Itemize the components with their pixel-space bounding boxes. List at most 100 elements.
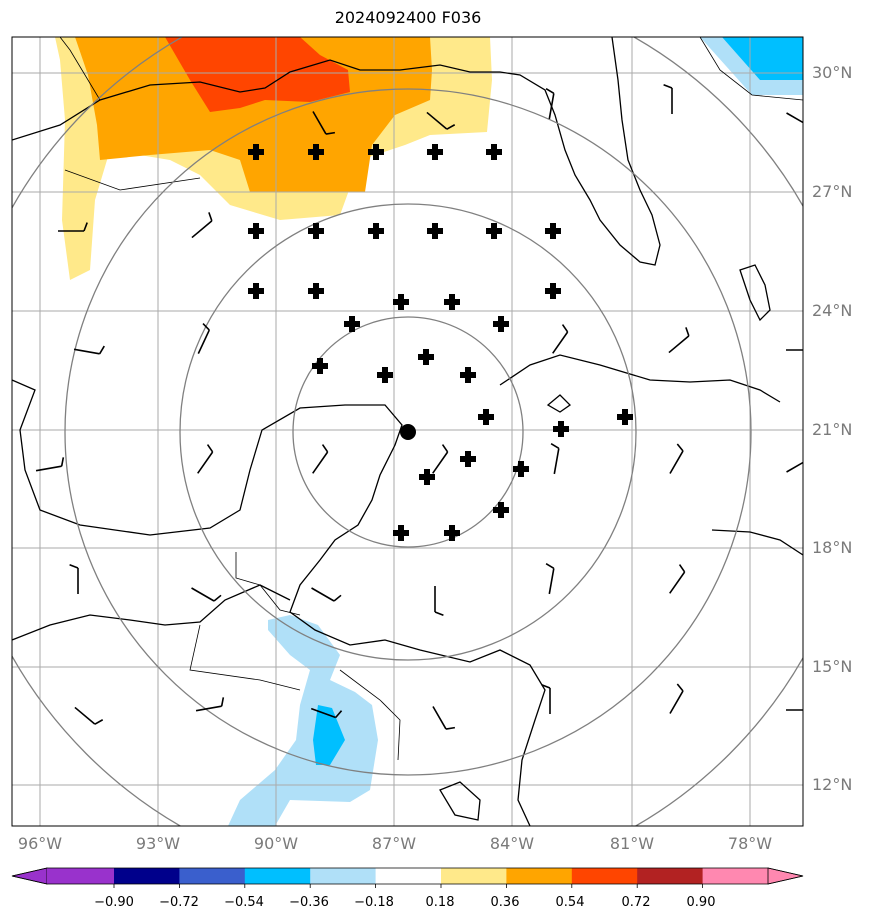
cross-marker — [617, 409, 633, 425]
cross-marker — [486, 144, 502, 160]
cross-marker — [308, 223, 324, 239]
wind-barb-shaft — [786, 461, 803, 473]
wind-barb-feather — [69, 564, 79, 569]
colorbar-tick: 0.18 — [425, 895, 455, 910]
cross-marker — [248, 144, 264, 160]
wind-barb-feather — [94, 719, 104, 725]
colorbar-extend-high — [767, 867, 804, 885]
shading-negative-medium — [313, 37, 803, 765]
wind-barb-feather — [335, 710, 343, 719]
wind-barb-feather — [561, 324, 569, 333]
colorbar-tick: −0.54 — [224, 895, 264, 910]
cross-marker — [486, 223, 502, 239]
wind-barb-shaft — [195, 705, 222, 712]
cross-marker — [248, 283, 264, 299]
wind-barb-feather — [678, 564, 686, 573]
lon-label-93w: 93°W — [135, 834, 181, 853]
lat-label-21n: 21°N — [812, 420, 853, 439]
wind-barb-feather — [685, 327, 690, 337]
colorbar-tick: 0.72 — [621, 895, 651, 910]
colorbar-extend-low — [11, 867, 48, 885]
wind-barb-feather — [808, 450, 809, 459]
lat-label-12n: 12°N — [812, 775, 853, 794]
wind-barb-feather — [60, 457, 65, 467]
cross-marker — [368, 144, 384, 160]
wind-barb-feather — [445, 726, 456, 730]
country-borders — [59, 37, 803, 761]
wind-barb-shaft — [669, 690, 684, 714]
wind-barb-feather — [809, 120, 816, 126]
colorbar-tick: −0.72 — [159, 895, 199, 910]
cross-marker — [545, 283, 561, 299]
cross-marker — [308, 283, 324, 299]
wind-barb-feather — [213, 594, 222, 602]
colorbar-segment — [571, 868, 638, 884]
colorbar-tick: 0.90 — [686, 895, 716, 910]
wind-barb-shaft — [311, 587, 335, 602]
cross-marker — [344, 316, 360, 332]
cross-marker — [427, 223, 443, 239]
wind-barb-feather — [441, 444, 449, 453]
range-rings — [12, 37, 803, 826]
colorbar-segment — [179, 868, 246, 884]
colorbar-segment — [441, 868, 507, 884]
colorbar-tick: −0.90 — [94, 895, 134, 910]
wind-barb-shaft — [197, 451, 214, 474]
graticule — [12, 37, 803, 826]
cross-marker — [393, 294, 409, 310]
cross-marker — [460, 451, 476, 467]
wind-barb-shaft — [426, 111, 448, 130]
lat-label-27n: 27°N — [812, 182, 853, 201]
wind-barb-feather — [321, 444, 329, 453]
colorbar — [11, 867, 804, 888]
wind-barb-feather — [333, 594, 342, 602]
wind-barb-feather — [812, 702, 815, 710]
wind-barb-shaft — [310, 707, 336, 719]
cross-marker — [419, 469, 435, 485]
cross-marker — [312, 358, 328, 374]
wind-barb-shaft — [312, 451, 329, 474]
lon-label-87w: 87°W — [371, 834, 417, 853]
wind-barb-shaft — [73, 348, 100, 355]
colorbar-segment — [310, 868, 377, 884]
shading-positive-strong — [165, 37, 350, 112]
colorbar-segment — [114, 868, 180, 884]
cross-marker — [308, 144, 324, 160]
wind-barb-feather — [325, 131, 336, 135]
wind-barb-shaft — [191, 587, 215, 602]
wind-barb-feather — [202, 323, 210, 331]
map-title: 2024092400 F036 — [334, 8, 482, 27]
storm-center-marker — [400, 424, 416, 440]
wind-barb-shaft — [548, 93, 555, 120]
cross-marker — [248, 223, 264, 239]
wind-barb-feather — [206, 444, 214, 453]
wind-barb-shaft — [668, 335, 690, 354]
cross-marker — [418, 349, 434, 365]
colorbar-tick: −0.18 — [354, 895, 394, 910]
lon-label-96w: 96°W — [17, 834, 63, 853]
wind-barb-shaft — [197, 329, 211, 354]
wind-barb-shaft — [432, 451, 449, 474]
wind-barb-shaft — [552, 331, 569, 354]
lat-label-15n: 15°N — [812, 657, 853, 676]
lat-label-18n: 18°N — [812, 538, 853, 557]
wind-barb-feather — [208, 212, 213, 222]
wind-barb-feather — [812, 342, 815, 350]
colorbar-tick: 0.54 — [555, 895, 585, 910]
wind-barb-shaft — [786, 112, 803, 124]
coastlines — [12, 37, 803, 826]
lon-label-90w: 90°W — [253, 834, 299, 853]
wind-barb-feather — [663, 84, 673, 89]
lat-label-24n: 24°N — [812, 301, 853, 320]
cross-marker — [545, 223, 561, 239]
wind-barb-feather — [676, 443, 684, 452]
colorbar-segment — [375, 868, 442, 884]
cross-marker — [493, 502, 509, 518]
cross-marker — [493, 316, 509, 332]
colorbar-segment — [47, 868, 114, 884]
lon-label-84w: 84°W — [489, 834, 535, 853]
wind-barb-feather — [676, 683, 684, 692]
cross-marker — [444, 525, 460, 541]
wind-barb-shaft — [312, 111, 327, 135]
colorbar-segment — [702, 868, 768, 884]
